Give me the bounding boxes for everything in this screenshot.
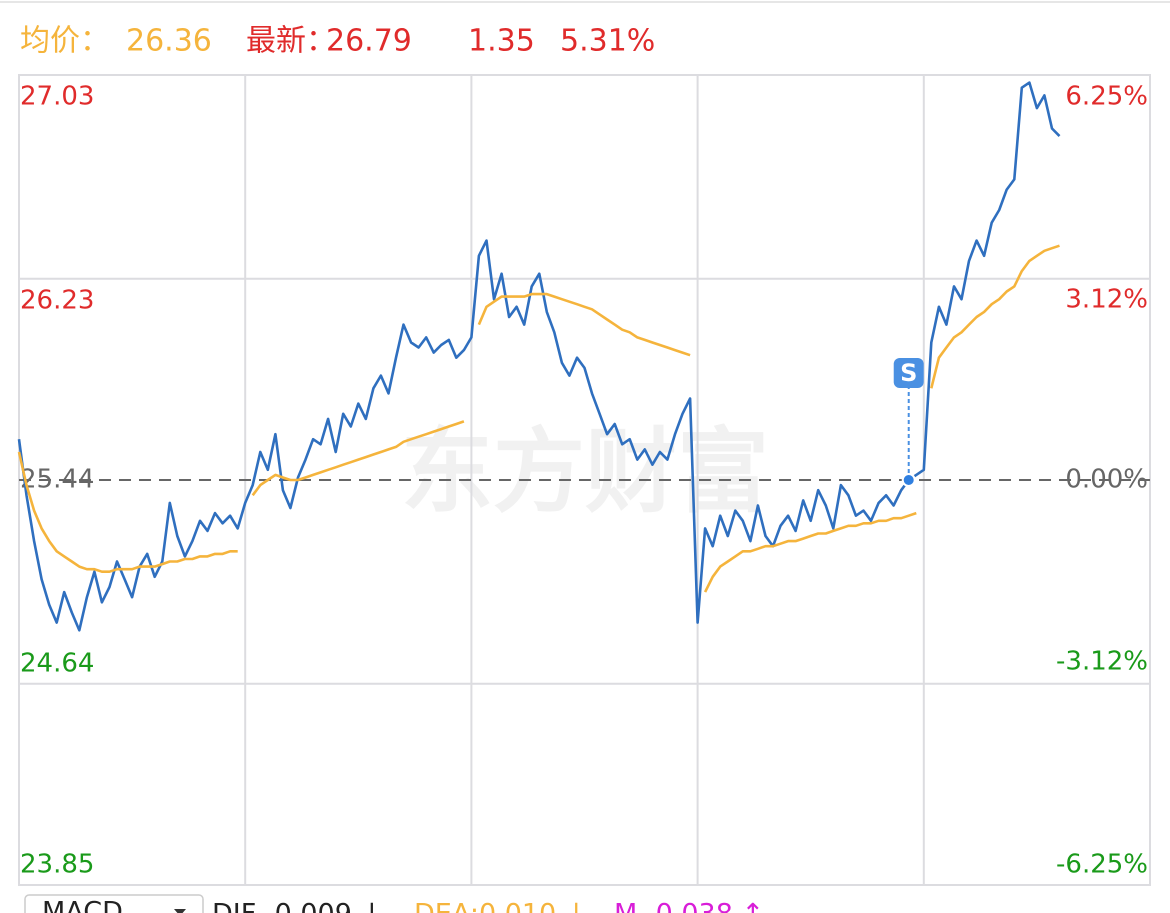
header-text: 5.31% [560,24,655,59]
y-tick-label: 23.85 [20,850,94,880]
signal-badge [893,358,924,388]
y2-tick-label: 0.00% [1065,465,1148,495]
header-text: 26.36 [126,24,212,59]
indicator-value: DEA:0.010 ↓ [414,899,587,913]
dropdown-arrow [174,909,186,913]
indicator-dropdown[interactable] [24,894,204,913]
average-line [17,244,1060,593]
indicator-value: M -0.038 ↑ [614,899,764,913]
signal-point [901,473,916,487]
header-text: 均价： [20,24,110,59]
header-text: 26.79 [326,24,412,59]
header-text: 最新： [246,24,336,59]
y2-tick-label: -6.25% [1056,850,1148,880]
y-tick-label: 24.64 [20,648,94,678]
price-line [17,81,1061,632]
signal-label: S [900,359,917,387]
y-tick-label: 25.44 [20,465,94,495]
header-text: 1.35 [468,24,535,59]
watermark: 东方财富 [401,418,769,525]
y-tick-label: 26.23 [20,285,94,315]
indicator-name[interactable]: MACD [42,897,123,913]
y2-tick-label: -3.12% [1056,647,1148,677]
y2-tick-label: 3.12% [1065,284,1148,314]
y2-tick-label: 6.25% [1065,82,1148,112]
indicator-value: DIF -0.009 ↓ [212,899,383,913]
y-tick-label: 27.03 [20,82,94,112]
